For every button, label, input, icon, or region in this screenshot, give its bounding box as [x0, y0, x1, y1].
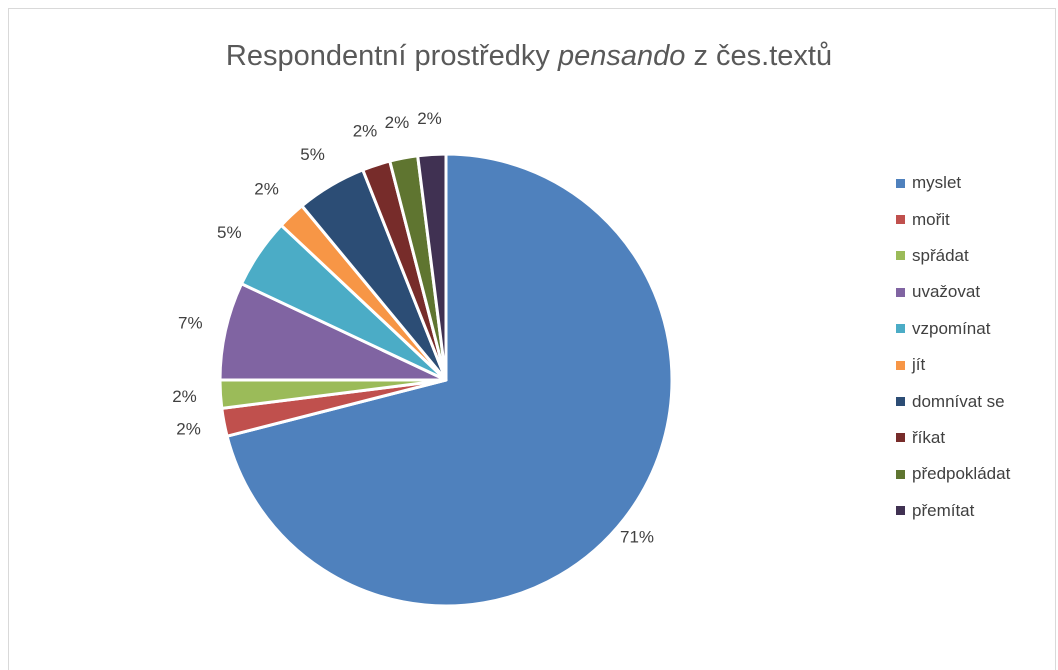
- legend-item-9: předpokládat: [896, 456, 1010, 492]
- chart-title: Respondentní prostředky pensando z čes.t…: [0, 40, 1058, 73]
- legend-swatch-5: [896, 324, 905, 334]
- pie-slice-1: [225, 152, 674, 608]
- data-label-4: 7%: [178, 313, 203, 332]
- data-label-3: 2%: [172, 387, 197, 406]
- legend-item-5: vzpomínat: [896, 311, 1010, 347]
- legend-swatch-8: [896, 433, 905, 443]
- legend-item-3: spřádat: [896, 238, 1010, 274]
- chart-title-part-3: z čes.textů: [685, 40, 833, 72]
- legend-label-3: spřádat: [912, 245, 969, 265]
- legend-swatch-3: [896, 251, 905, 261]
- legend-item-6: jít: [896, 347, 1010, 383]
- data-label-8: 2%: [353, 121, 378, 140]
- legend-swatch-1: [896, 178, 905, 188]
- legend-label-2: mořit: [912, 209, 950, 229]
- legend-label-7: domnívat se: [912, 391, 1005, 411]
- legend-label-8: říkat: [912, 427, 946, 447]
- legend-swatch-2: [896, 215, 905, 225]
- legend-swatch-9: [896, 469, 905, 479]
- legend-swatch-4: [896, 287, 905, 297]
- legend-item-8: říkat: [896, 420, 1010, 456]
- legend-item-7: domnívat se: [896, 383, 1010, 419]
- data-label-9: 2%: [385, 113, 410, 132]
- pie-slice-10: [416, 152, 448, 382]
- legend-swatch-6: [896, 360, 905, 370]
- legend-label-4: uvažovat: [912, 282, 981, 302]
- legend-label-9: předpokládat: [912, 464, 1011, 484]
- chart-legend: myslet mořit spřádat uvažovat vzpomínat jít do…: [896, 165, 1010, 529]
- data-label-5: 5%: [217, 223, 242, 242]
- chart-title-part-1: Respondentní prostředky: [225, 40, 558, 72]
- legend-swatch-10: [896, 506, 905, 516]
- legend-label-5: vzpomínat: [912, 318, 991, 338]
- legend-item-10: přemítat: [896, 493, 1010, 529]
- chart-title-part-2: pensando: [558, 40, 686, 72]
- legend-item-2: mořit: [896, 201, 1010, 237]
- data-label-10: 2%: [417, 109, 442, 128]
- data-label-6: 2%: [254, 180, 279, 199]
- data-label-1: 71%: [620, 528, 654, 547]
- legend-item-4: uvažovat: [896, 274, 1010, 310]
- data-label-2: 2%: [176, 420, 201, 439]
- legend-label-6: jít: [912, 355, 926, 375]
- legend-label-10: přemítat: [912, 500, 975, 520]
- data-label-7: 5%: [300, 145, 325, 164]
- legend-swatch-7: [896, 397, 905, 407]
- legend-label-1: myslet: [912, 173, 962, 193]
- legend-item-1: myslet: [896, 165, 1010, 201]
